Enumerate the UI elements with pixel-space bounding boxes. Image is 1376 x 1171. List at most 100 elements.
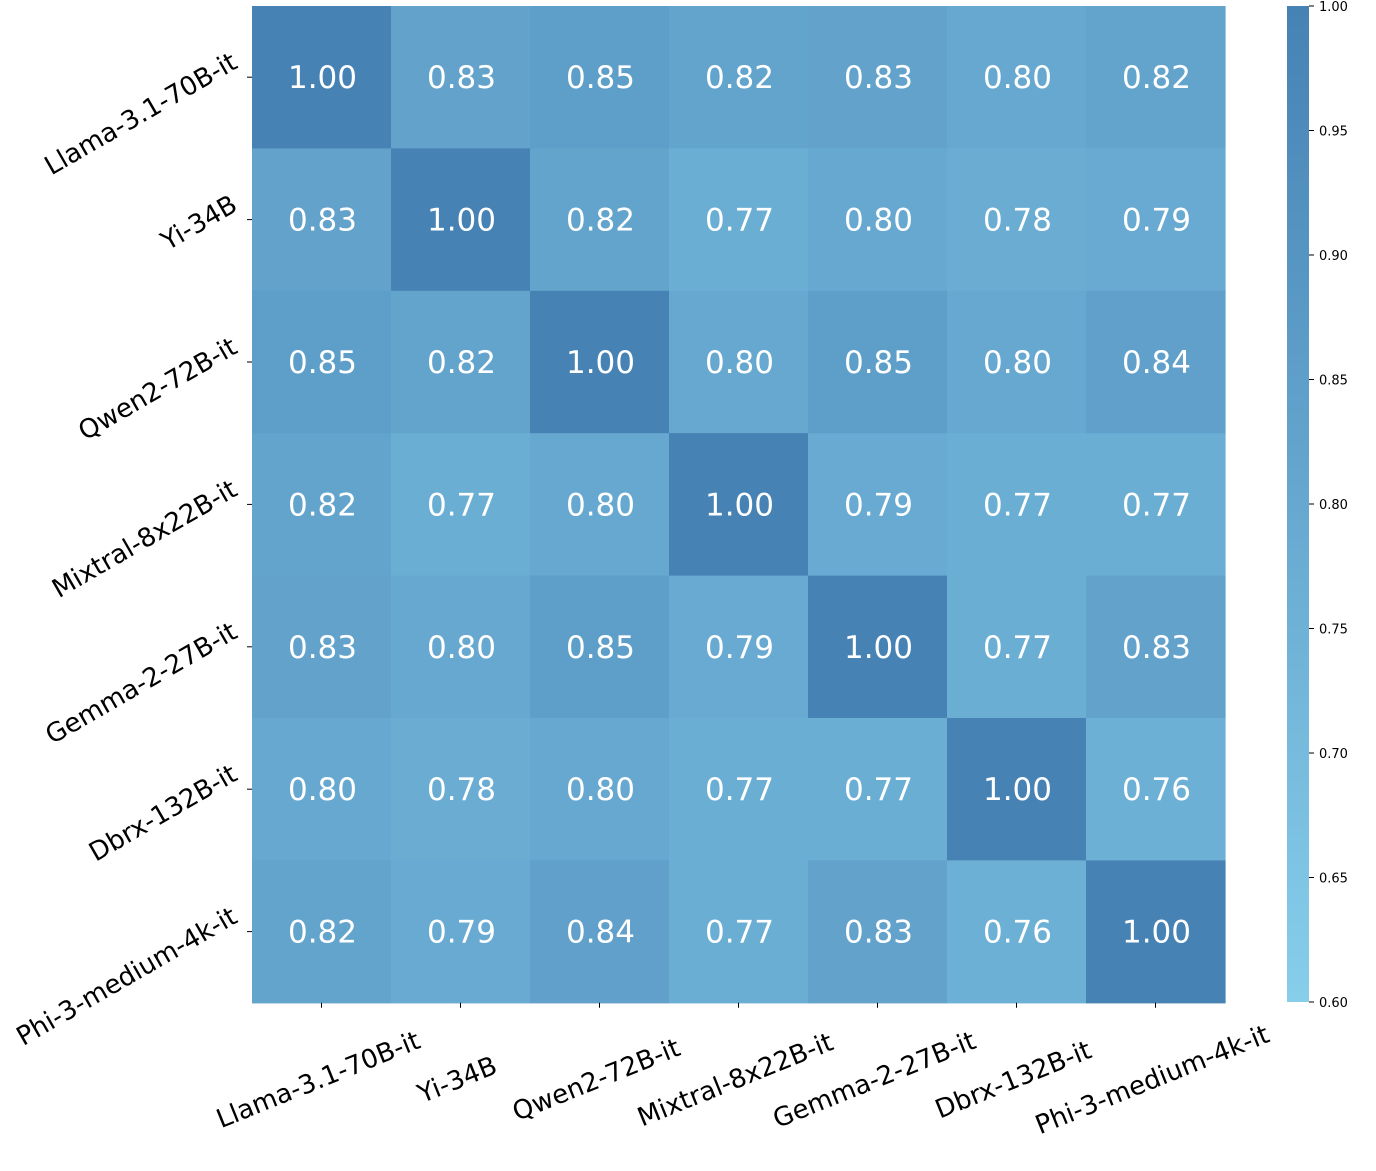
cell-value-label: 1.00 [983,772,1052,808]
cell-value-label: 0.77 [1122,487,1191,523]
cell-value-label: 0.83 [844,915,913,951]
heatmap-cells [252,6,1226,1004]
cell-value-label: 0.77 [705,772,774,808]
heatmap-cell [669,860,809,1004]
heatmap-cell [252,6,392,149]
heatmap-cell [530,433,670,577]
colorbar-tick-label: 0.85 [1319,374,1348,389]
x-tick-label: Yi-34B [413,1051,502,1110]
heatmap-cell [1086,6,1226,149]
heatmap-cell [669,718,809,861]
heatmap-cell [1086,290,1226,434]
cell-value-label: 0.84 [566,915,635,951]
heatmap-cell [252,290,392,434]
heatmap-cell [530,6,670,149]
heatmap-cell [391,433,531,577]
heatmap-cell [669,575,809,719]
heatmap-cell [391,6,531,149]
cell-value-label: 0.78 [983,203,1052,239]
cell-value-label: 0.83 [1122,630,1191,666]
x-tick-label: Llama-3.1-70B-it [212,1026,424,1135]
cell-value-label: 0.80 [288,772,357,808]
cell-value-label: 0.80 [427,630,496,666]
cell-value-label: 0.79 [844,487,913,523]
y-tick-label: Qwen2-72B-it [73,332,242,447]
cell-value-label: 0.77 [427,487,496,523]
heatmap-cell [391,148,531,292]
cell-value-label: 0.83 [427,60,496,96]
heatmap-cell [808,290,948,434]
cell-value-label: 0.82 [288,915,357,951]
cell-value-label: 0.77 [705,915,774,951]
cell-value-label: 0.77 [705,203,774,239]
cell-value-label: 0.80 [844,203,913,239]
cell-value-label: 0.79 [427,915,496,951]
heatmap-cell [808,148,948,292]
y-tick-label: Llama-3.1-70B-it [40,47,243,181]
cell-value-label: 0.83 [844,60,913,96]
cell-value-label: 0.77 [844,772,913,808]
cell-value-label: 0.83 [288,203,357,239]
colorbar: 0.60 0.65 0.70 0.75 0.80 0.85 0.90 0.95 1.00 [1287,0,1348,1011]
heatmap-cell [947,290,1087,434]
colorbar-tick-label: 0.75 [1319,623,1348,638]
heatmap-cell [252,148,392,292]
heatmap-cell [808,718,948,861]
heatmap-cell [947,433,1087,577]
heatmap-cell [391,290,531,434]
heatmap-cell [808,6,948,149]
heatmap-cell [669,148,809,292]
heatmap-cell [530,148,670,292]
cell-value-label: 0.82 [288,487,357,523]
cell-value-label: 0.85 [288,345,357,381]
y-tick-label: Mixtral-8x22B-it [47,474,242,604]
colorbar-tick-label: 0.65 [1319,872,1348,887]
heatmap-cell [1086,433,1226,577]
heatmap-cell [669,6,809,149]
cell-value-label: 0.83 [288,630,357,666]
heatmap-cell [1086,148,1226,292]
cell-value-label: 0.80 [983,60,1052,96]
cell-value-label: 0.82 [705,60,774,96]
cell-value-label: 0.82 [1122,60,1191,96]
cell-value-label: 0.80 [566,772,635,808]
y-tick-label: Phi-3-medium-4k-it [12,902,243,1053]
y-tick-label: Yi-34B [155,190,242,258]
cell-value-label: 0.85 [844,345,913,381]
heatmap-cell [1086,860,1226,1004]
colorbar-tick-label: 0.80 [1319,498,1348,513]
cell-value-label: 0.78 [427,772,496,808]
heatmap-cell [808,860,948,1004]
cell-value-label: 1.00 [1122,915,1191,951]
cell-value-label: 1.00 [427,203,496,239]
heatmap-cell [530,290,670,434]
cell-value-label: 0.80 [566,487,635,523]
heatmap-cell [530,575,670,719]
cell-value-label: 0.76 [983,915,1052,951]
y-tick-label: Dbrx-132B-it [84,759,242,868]
heatmap-cell [530,860,670,1004]
colorbar-tick-label: 0.60 [1319,996,1348,1011]
heatmap-cell [252,718,392,861]
cell-value-label: 0.84 [1122,345,1191,381]
y-axis: Llama-3.1-70B-it Yi-34B Qwen2-72B-it Mixtra… [12,47,252,1052]
colorbar-tick-label: 0.90 [1319,249,1348,264]
colorbar-tick-label: 0.70 [1319,747,1348,762]
heatmap-cell [947,6,1087,149]
x-tick-label: Phi-3-medium-4k-it [1031,1020,1273,1141]
heatmap-cell [947,148,1087,292]
y-tick-label: Gemma-2-27B-it [41,617,243,751]
cell-value-label: 0.80 [705,345,774,381]
heatmap-cell [391,575,531,719]
cell-value-label: 0.82 [427,345,496,381]
cell-value-label: 0.85 [566,630,635,666]
cell-value-label: 1.00 [705,487,774,523]
cell-value-label: 1.00 [566,345,635,381]
heatmap-cell [391,860,531,1004]
cell-value-label: 0.79 [705,630,774,666]
colorbar-tick-label: 1.00 [1319,0,1348,15]
cell-value-label: 1.00 [844,630,913,666]
colorbar-gradient [1287,6,1309,1002]
heatmap-cell [808,433,948,577]
